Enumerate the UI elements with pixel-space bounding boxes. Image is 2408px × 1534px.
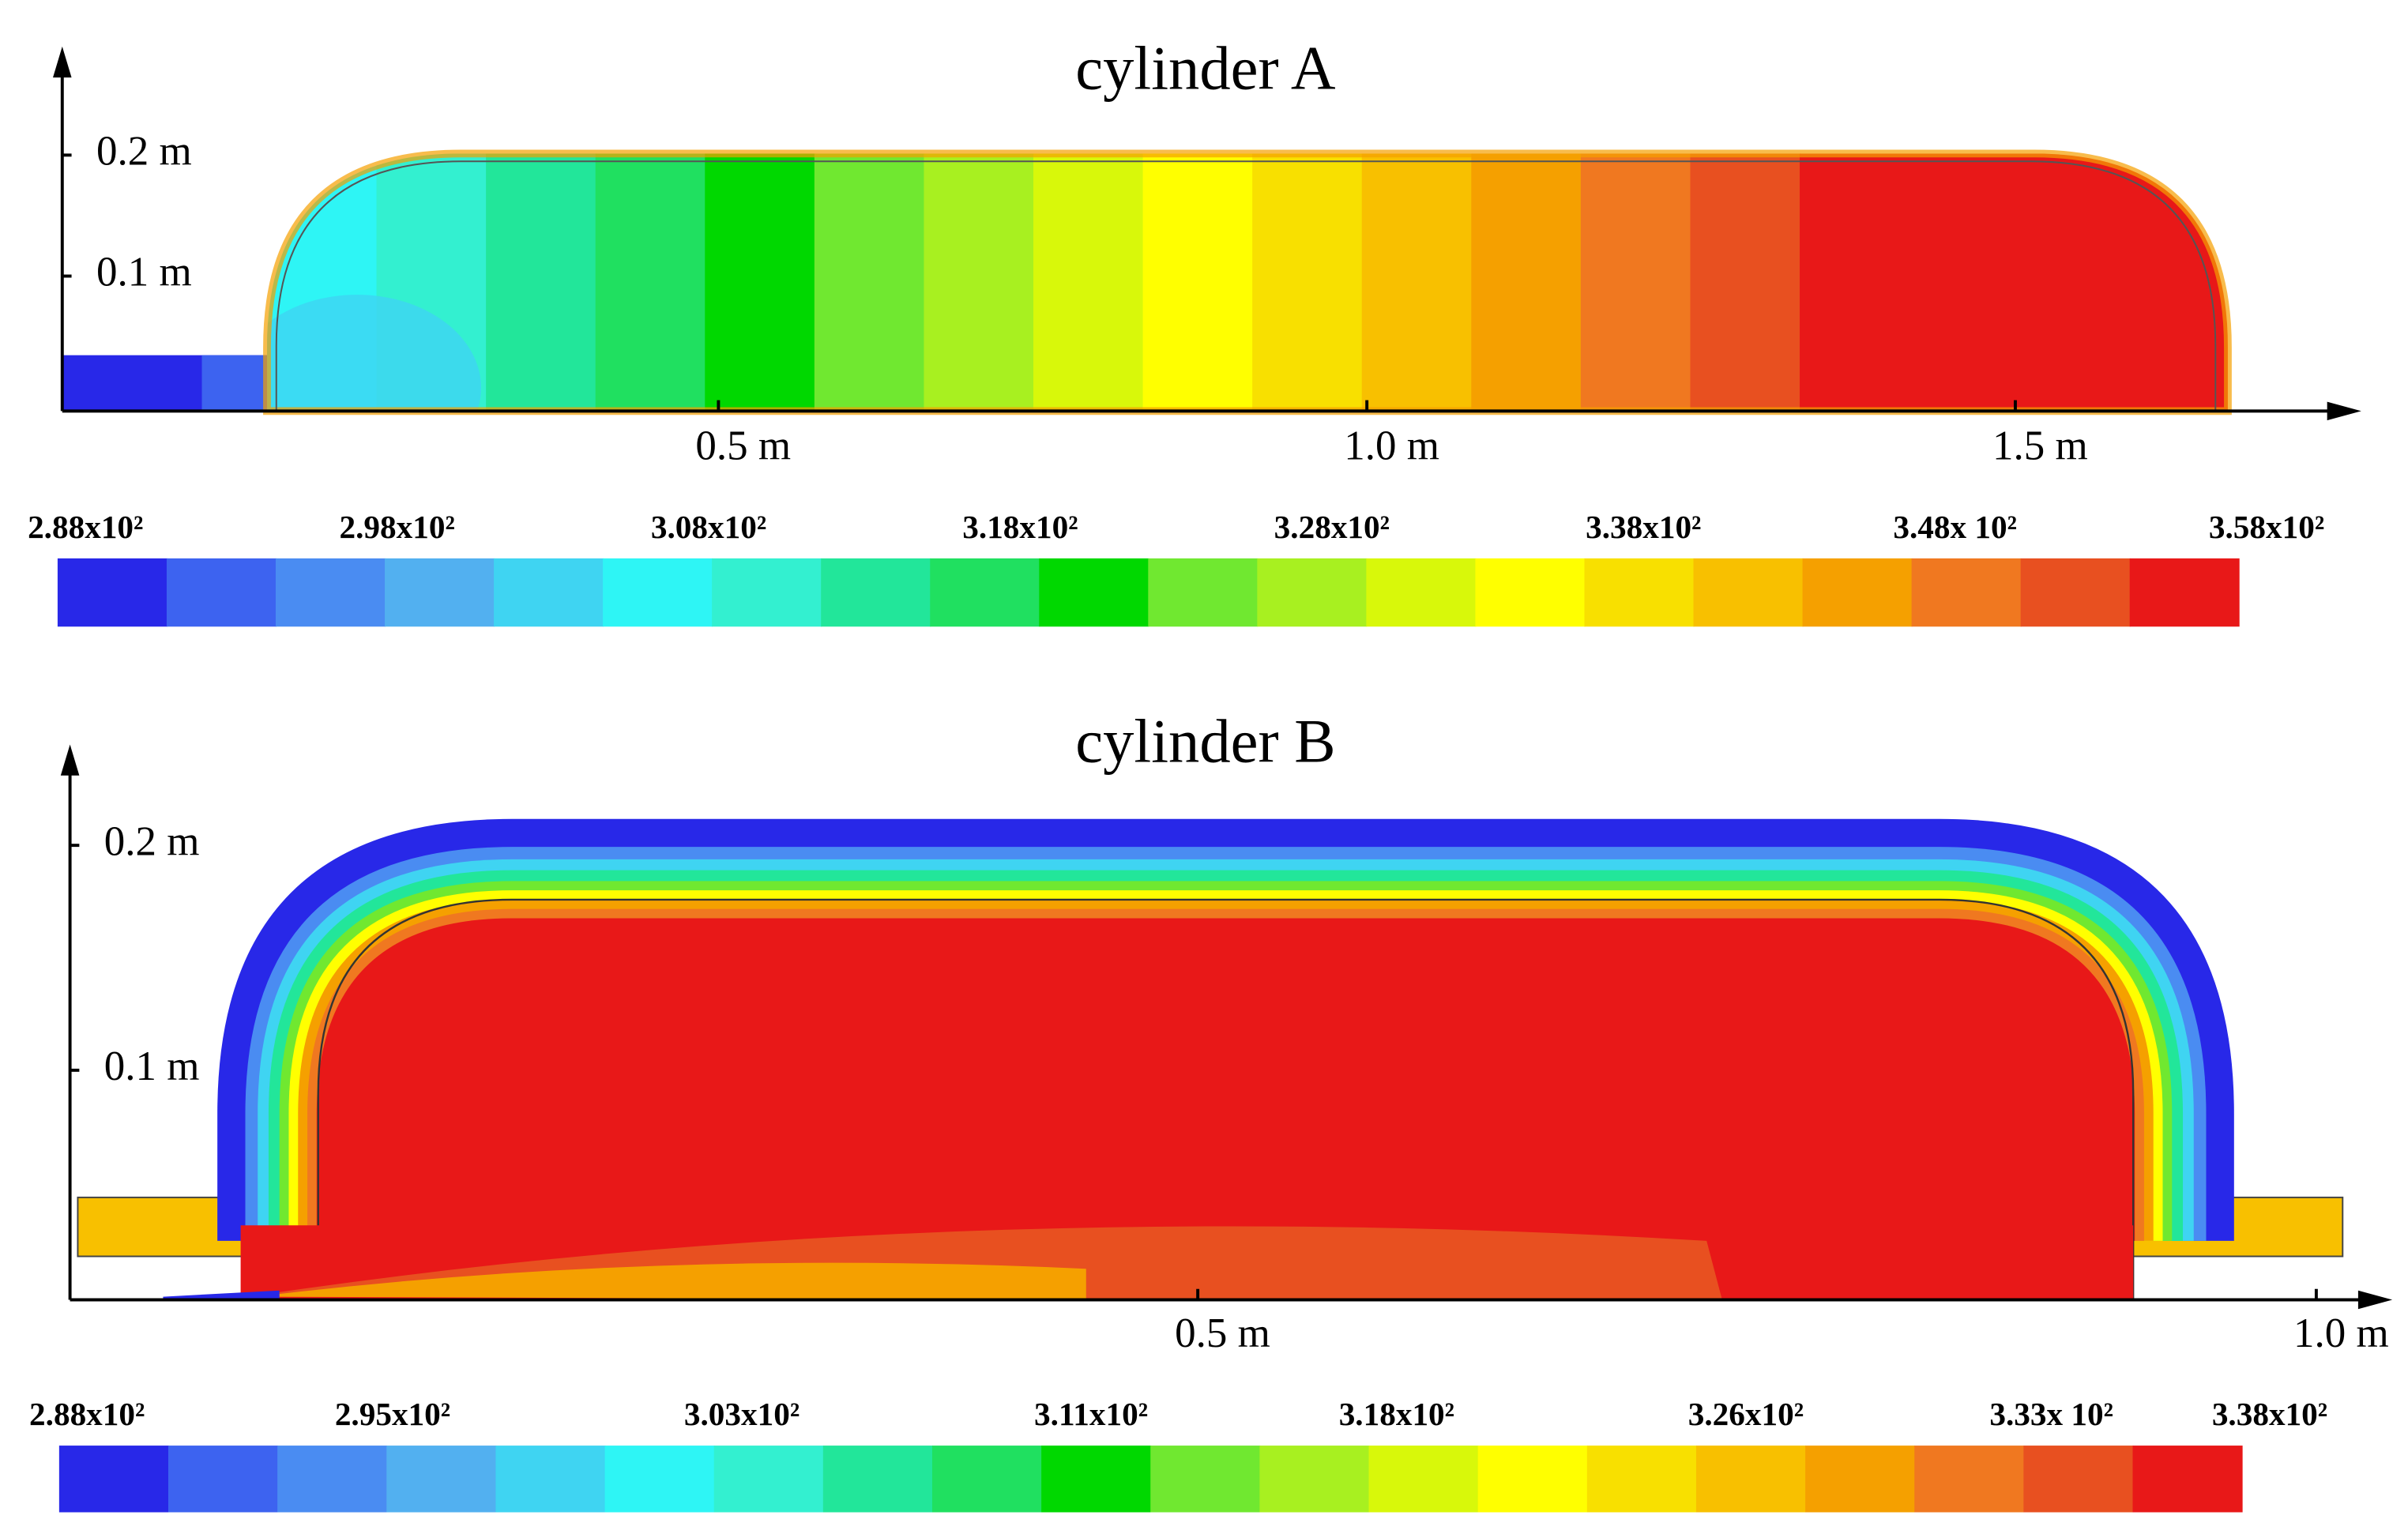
colorbar-label: 3.28x10² <box>1274 509 1390 545</box>
colorbar-segment <box>166 558 277 627</box>
x-tick-label: 1.0 m <box>1344 423 1439 469</box>
y-tick-label: 0.2 m <box>104 818 200 864</box>
x-arrow <box>2357 1290 2393 1310</box>
colorbar-segment <box>386 1446 497 1513</box>
colorbar-segment <box>1148 558 1259 627</box>
colorbar-label: 3.18x10² <box>1339 1396 1454 1432</box>
colorbar-segment <box>1802 558 1913 627</box>
y-arrow <box>60 744 80 776</box>
colorbar-segment <box>2129 558 2240 627</box>
bottom-cool <box>256 1262 1086 1300</box>
colorbar-segment <box>495 1446 606 1513</box>
colorbar-segment <box>385 558 495 627</box>
colorbar-label: 3.33x 10² <box>1989 1396 2113 1432</box>
contour-band <box>814 153 926 412</box>
colorbar-label: 3.11x10² <box>1034 1396 1148 1432</box>
colorbar-segment <box>821 558 931 627</box>
colorbar-segment <box>1366 558 1477 627</box>
colorbar-segment <box>1693 558 1804 627</box>
contour-band <box>1800 153 2228 412</box>
inlet-edge <box>201 355 272 412</box>
colorbar-label: 2.95x10² <box>335 1396 450 1432</box>
contour-band <box>486 153 597 412</box>
x-arrow <box>2327 401 2361 421</box>
colorbar-segment <box>58 1446 169 1513</box>
colorbar-segment <box>712 558 822 627</box>
colorbar-segment <box>1150 1446 1261 1513</box>
colorbar-segment <box>1914 1446 2025 1513</box>
colorbar-segment <box>930 558 1040 627</box>
colorbar-segment <box>57 558 167 627</box>
colorbar-segment <box>494 558 604 627</box>
inner-wall <box>317 898 2135 1301</box>
contour-band <box>1142 153 1255 412</box>
wall <box>263 149 2232 415</box>
x-tick-label: 1.5 m <box>1992 423 2088 469</box>
colorbar-segment <box>1586 1446 1697 1513</box>
colorbar-segment <box>713 1446 824 1513</box>
colorbar-label: 3.26x10² <box>1688 1396 1804 1432</box>
y-tick-label: 0.1 m <box>96 250 192 295</box>
colorbar-segment <box>604 1446 715 1513</box>
colorbar-segment <box>931 1446 1043 1513</box>
panel: cylinder B 0.1 m 0.2 m 0.5 m 1.0 m 2.88x10² 2.… <box>29 706 2393 1513</box>
cold-spot <box>266 295 481 412</box>
x-tick-label: 0.5 m <box>1175 1310 1270 1356</box>
colorbar-segment <box>1584 558 1695 627</box>
contour-band <box>1033 153 1145 412</box>
colorbar-segment <box>275 558 386 627</box>
colorbar-segment <box>822 1446 933 1513</box>
colorbar-segment <box>1041 1446 1152 1513</box>
colorbar-label: 3.18x10² <box>962 509 1078 545</box>
colorbar-label: 3.03x10² <box>684 1396 800 1432</box>
colorbar-segment <box>1368 1446 1479 1513</box>
colorbar-label: 3.38x10² <box>1586 509 1701 545</box>
chart-title: cylinder B <box>1075 706 1335 775</box>
colorbar-segment <box>168 1446 279 1513</box>
contour-band <box>595 153 707 412</box>
chart-title: cylinder A <box>1075 33 1336 102</box>
wall-line <box>275 160 2217 412</box>
contour-band <box>1690 153 1801 412</box>
colorbar-segment <box>1259 1446 1370 1513</box>
contour-band <box>924 153 1035 412</box>
contour-band <box>1361 153 1473 412</box>
colorbar-segment <box>1805 1446 1916 1513</box>
y-tick-label: 0.2 m <box>96 129 192 175</box>
contour-band <box>1580 153 1692 412</box>
colorbar-segment <box>1039 558 1149 627</box>
temperature-field <box>266 153 2228 412</box>
x-tick-label: 0.5 m <box>695 423 791 469</box>
colorbar-segment <box>2132 1446 2243 1513</box>
colorbar-segment <box>1911 558 2022 627</box>
colorbar-label: 2.98x10² <box>339 509 454 545</box>
colorbar-segment <box>603 558 713 627</box>
colorbar-segment <box>2020 558 2131 627</box>
y-arrow <box>53 46 72 78</box>
colorbar-segment <box>1695 1446 1807 1513</box>
contour-layer <box>316 918 2135 1241</box>
colorbar-label: 2.88x10² <box>28 509 143 545</box>
panel: cylinder A 0.1 m 0.2 m 0.5 m 1.0 m 1.5 m 2.88x… <box>28 33 2361 627</box>
colorbar-label: 2.88x10² <box>29 1396 145 1432</box>
colorbar-segment <box>2023 1446 2134 1513</box>
colorbar-label: 3.08x10² <box>651 509 766 545</box>
x-tick-label: 1.0 m <box>2293 1310 2389 1356</box>
contour-band <box>1252 153 1364 412</box>
colorbar-label: 3.38x10² <box>2212 1396 2327 1432</box>
colorbar-segment <box>1477 1446 1588 1513</box>
colorbar-label: 3.48x 10² <box>1893 509 2017 545</box>
contour-band <box>1471 153 1582 412</box>
colorbar-segment <box>1475 558 1586 627</box>
colorbar-segment <box>1257 558 1368 627</box>
bottom-cold <box>163 1290 280 1300</box>
y-tick-label: 0.1 m <box>104 1043 200 1089</box>
colorbar-segment <box>277 1446 388 1513</box>
contour-band <box>705 153 816 412</box>
colorbar-label: 3.58x10² <box>2209 509 2324 545</box>
